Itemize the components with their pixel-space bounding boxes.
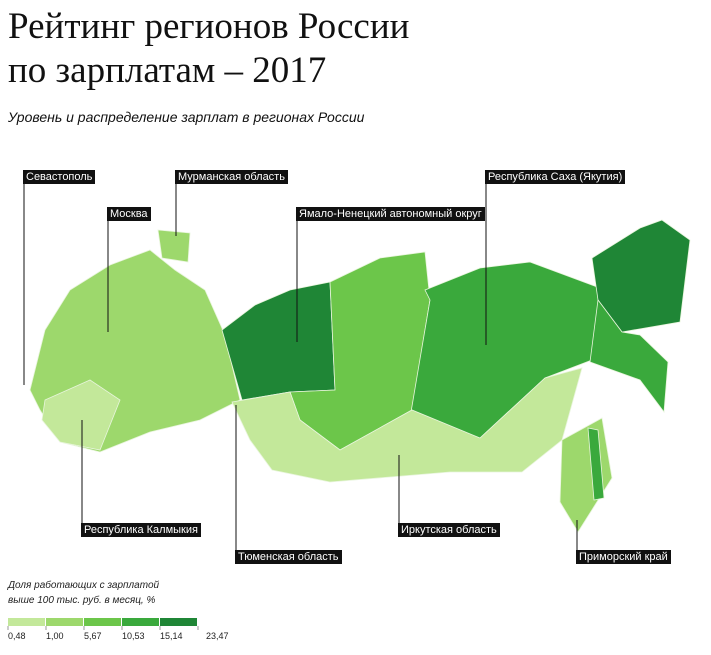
- region-label: Приморский край: [576, 550, 671, 564]
- legend-swatch: [8, 618, 45, 626]
- region: [221, 281, 336, 401]
- region: [41, 379, 121, 451]
- title: Рейтинг регионов России: [8, 6, 410, 47]
- region-label: Москва: [107, 207, 151, 221]
- region: [231, 367, 583, 483]
- region: [157, 229, 191, 263]
- legend-tick-label: 10,53: [122, 631, 145, 641]
- region-label: Иркутская область: [398, 523, 500, 537]
- region-label: Мурманская область: [175, 170, 288, 184]
- legend-tick-label: 5,67: [84, 631, 102, 641]
- region-label: Севастополь: [23, 170, 96, 184]
- legend-tick-label: 23,47: [206, 631, 229, 641]
- region-label: Ямало-Ненецкий автономный округ: [296, 207, 485, 221]
- legend-title: выше 100 тыс. руб. в месяц, %: [8, 595, 156, 606]
- legend-swatch: [46, 618, 83, 626]
- legend-swatch: [84, 618, 121, 626]
- legend-tick-label: 0,48: [8, 631, 26, 641]
- title: по зарплатам – 2017: [8, 50, 327, 91]
- subtitle: Уровень и распределение зарплат в регион…: [8, 109, 365, 125]
- region-label: Республика Саха (Якутия): [485, 170, 626, 184]
- region: [559, 417, 613, 533]
- legend-title: Доля работающих с зарплатой: [8, 580, 160, 591]
- region: [409, 261, 601, 439]
- region: [587, 427, 605, 501]
- legend-tick-label: 1,00: [46, 631, 64, 641]
- region-label: Тюменская область: [235, 550, 342, 564]
- region-label: Республика Калмыкия: [81, 523, 201, 537]
- legend-swatch: [160, 618, 197, 626]
- region: [589, 298, 669, 414]
- legend-swatch: [122, 618, 159, 626]
- legend-tick-label: 15,14: [160, 631, 183, 641]
- legend: 0,48 1,00 5,67 10,53 15,14 23,47: [7, 618, 229, 641]
